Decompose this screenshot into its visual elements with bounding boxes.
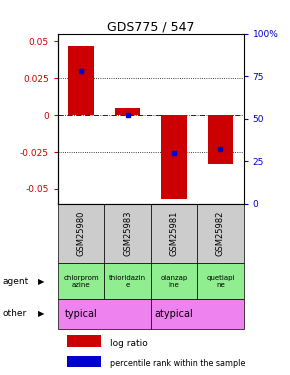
Title: GDS775 / 547: GDS775 / 547 [107,21,195,34]
Text: GSM25982: GSM25982 [216,211,225,256]
Text: other: other [3,309,27,318]
Bar [115,108,140,115]
Bar [104,263,151,299]
Text: thioridazin
e: thioridazin e [109,274,146,288]
Bar [151,204,197,263]
Text: agent: agent [3,277,29,286]
Bar [58,299,151,329]
Bar [67,356,101,367]
Text: olanzap
ine: olanzap ine [160,274,188,288]
Bar [151,299,244,329]
Bar [197,263,244,299]
Text: ▶: ▶ [38,277,44,286]
Text: quetiapi
ne: quetiapi ne [206,274,235,288]
Text: percentile rank within the sample: percentile rank within the sample [110,359,245,368]
Bar [151,263,197,299]
Bar [68,46,94,115]
Text: chlorprom
azine: chlorprom azine [64,274,99,288]
Bar [104,204,151,263]
Text: GSM25980: GSM25980 [77,211,86,256]
Text: GSM25981: GSM25981 [169,211,179,256]
Bar [197,204,244,263]
Bar [67,335,101,346]
Text: log ratio: log ratio [110,339,148,348]
Bar [58,263,104,299]
Text: atypical: atypical [155,309,193,319]
Bar [208,115,233,164]
Text: GSM25983: GSM25983 [123,211,132,256]
Text: typical: typical [65,309,97,319]
Bar [161,115,187,200]
Bar [58,204,104,263]
Text: ▶: ▶ [38,309,44,318]
